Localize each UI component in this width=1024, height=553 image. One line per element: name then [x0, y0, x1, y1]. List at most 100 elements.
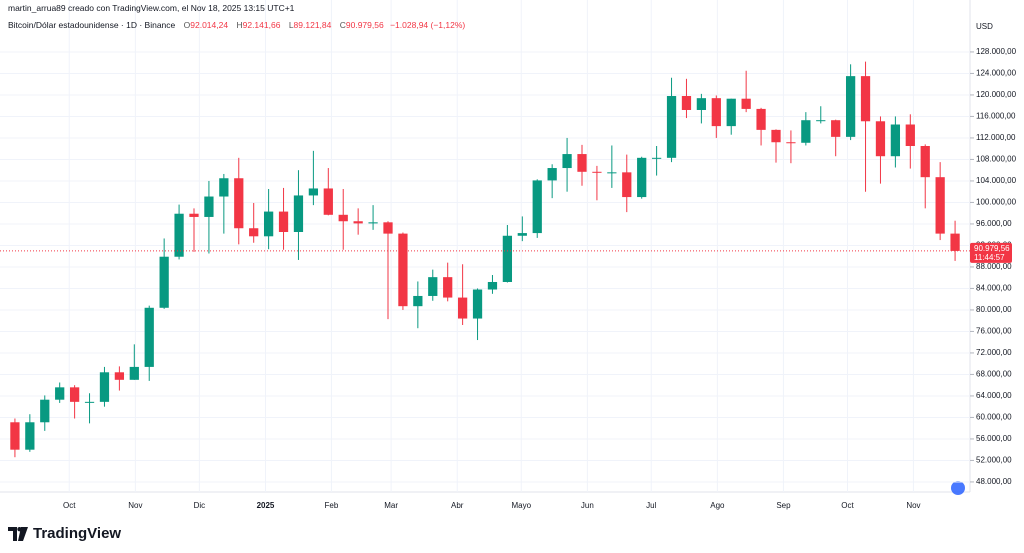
- y-tick-label: 48.000,00: [976, 477, 1012, 486]
- candle-body: [771, 129, 781, 143]
- x-tick-label: Ago: [710, 501, 725, 510]
- candle-body: [413, 295, 423, 307]
- y-tick-label: 116.000,00: [976, 112, 1016, 121]
- high-label: H: [236, 20, 243, 30]
- candle-body: [562, 154, 572, 169]
- x-tick-label: 2025: [257, 501, 275, 510]
- high-value: 92.141,66: [242, 20, 281, 30]
- candle-body: [756, 108, 766, 130]
- x-tick-label: Dic: [194, 501, 206, 510]
- x-tick-label: Abr: [451, 501, 464, 510]
- brand-name: TradingView: [33, 525, 122, 542]
- candle-body: [383, 222, 393, 234]
- low-label: L: [288, 20, 294, 30]
- candle-body: [577, 154, 587, 172]
- candle-body: [129, 366, 139, 380]
- candle-body: [159, 256, 169, 308]
- status-icon: [951, 481, 965, 495]
- y-tick-label: 96.000,00: [976, 219, 1012, 228]
- last-price-box: [970, 242, 1012, 263]
- candle-body: [204, 196, 214, 217]
- candle-body: [726, 98, 736, 127]
- candle-body: [472, 289, 483, 319]
- candle-body: [428, 277, 438, 296]
- x-tick-label: Jul: [646, 501, 656, 510]
- candle-body: [398, 233, 408, 307]
- candle-body: [831, 120, 841, 137]
- candle-body: [174, 213, 184, 257]
- open-label: O: [183, 20, 191, 30]
- candle-body: [293, 195, 304, 232]
- candle-body: [69, 387, 80, 402]
- candle-body: [666, 96, 677, 158]
- candle-body: [443, 277, 453, 298]
- x-tick-label: Nov: [128, 501, 142, 510]
- candle-body: [25, 422, 35, 450]
- candle-body: [278, 211, 289, 232]
- candle-body: [801, 120, 811, 143]
- y-tick-label: 84.000,00: [976, 284, 1012, 293]
- candle-body: [263, 211, 274, 237]
- candle-body: [144, 307, 154, 367]
- last-price-label: 90.979,56: [974, 244, 1010, 253]
- x-tick-label: Sep: [776, 501, 791, 510]
- candle-body: [905, 124, 915, 146]
- y-tick-label: 112.000,00: [976, 133, 1016, 142]
- candle-body: [308, 188, 319, 196]
- candle-body: [622, 172, 632, 198]
- y-tick-label: 104.000,00: [976, 176, 1017, 185]
- x-tick-label: Oct: [63, 501, 76, 510]
- y-tick-label: 100.000,00: [976, 198, 1017, 207]
- x-tick-label: Mayo: [511, 501, 531, 510]
- candle-body: [99, 372, 110, 402]
- candle-body: [353, 221, 363, 224]
- candle-body: [323, 188, 333, 215]
- candle-body: [875, 121, 886, 157]
- x-tick-label: Jun: [581, 501, 594, 510]
- close-value: 90.979,56: [345, 20, 384, 30]
- candle-body: [935, 177, 945, 234]
- candle-body: [711, 98, 721, 127]
- candle-body: [84, 401, 95, 403]
- candle-body: [10, 422, 20, 450]
- candle-body: [40, 399, 50, 423]
- close-label: C: [339, 20, 346, 30]
- y-tick-label: 120.000,00: [976, 90, 1017, 99]
- candle-body: [189, 213, 199, 217]
- y-tick-label: 72.000,00: [976, 348, 1012, 357]
- candle-body: [890, 124, 901, 157]
- candle-body: [786, 142, 796, 144]
- y-tick-label: 60.000,00: [976, 413, 1012, 422]
- candle-body: [592, 171, 602, 173]
- candle-body: [696, 98, 707, 110]
- y-tick-label: 80.000,00: [976, 305, 1012, 314]
- credit: martin_arrua89 creado con TradingView.co…: [8, 3, 295, 13]
- y-tick-label: 56.000,00: [976, 434, 1012, 443]
- y-tick-label: 52.000,00: [976, 456, 1012, 465]
- x-tick-label: Feb: [325, 501, 339, 510]
- candle-body: [249, 228, 259, 237]
- brand-logo: [8, 526, 28, 541]
- candle-body: [651, 157, 662, 159]
- y-tick-label: 108.000,00: [976, 155, 1017, 164]
- brand[interactable]: TradingView: [8, 525, 121, 542]
- candle-body: [457, 297, 468, 319]
- legend-line: Bitcoin/Dólar estadounidense · 1D · Bina…: [8, 20, 465, 30]
- candle-body: [487, 281, 498, 290]
- candle-body: [338, 214, 348, 222]
- open-value: 92.014,24: [190, 20, 229, 30]
- candle-body: [741, 98, 751, 109]
- grid: [0, 0, 970, 492]
- candle-body: [681, 96, 692, 110]
- candle-body: [532, 180, 542, 234]
- candle-body: [114, 372, 125, 380]
- candle-body: [845, 76, 856, 137]
- candle-body: [920, 146, 930, 178]
- candle-body: [55, 387, 65, 400]
- symbol: Bitcoin/Dólar estadounidense · 1D · Bina…: [8, 20, 176, 30]
- candle-body: [637, 157, 647, 198]
- y-tick-label: 124.000,00: [976, 69, 1017, 78]
- credit-line: martin_arrua89 creado con TradingView.co…: [8, 3, 294, 13]
- low-value: 89.121,84: [293, 20, 332, 30]
